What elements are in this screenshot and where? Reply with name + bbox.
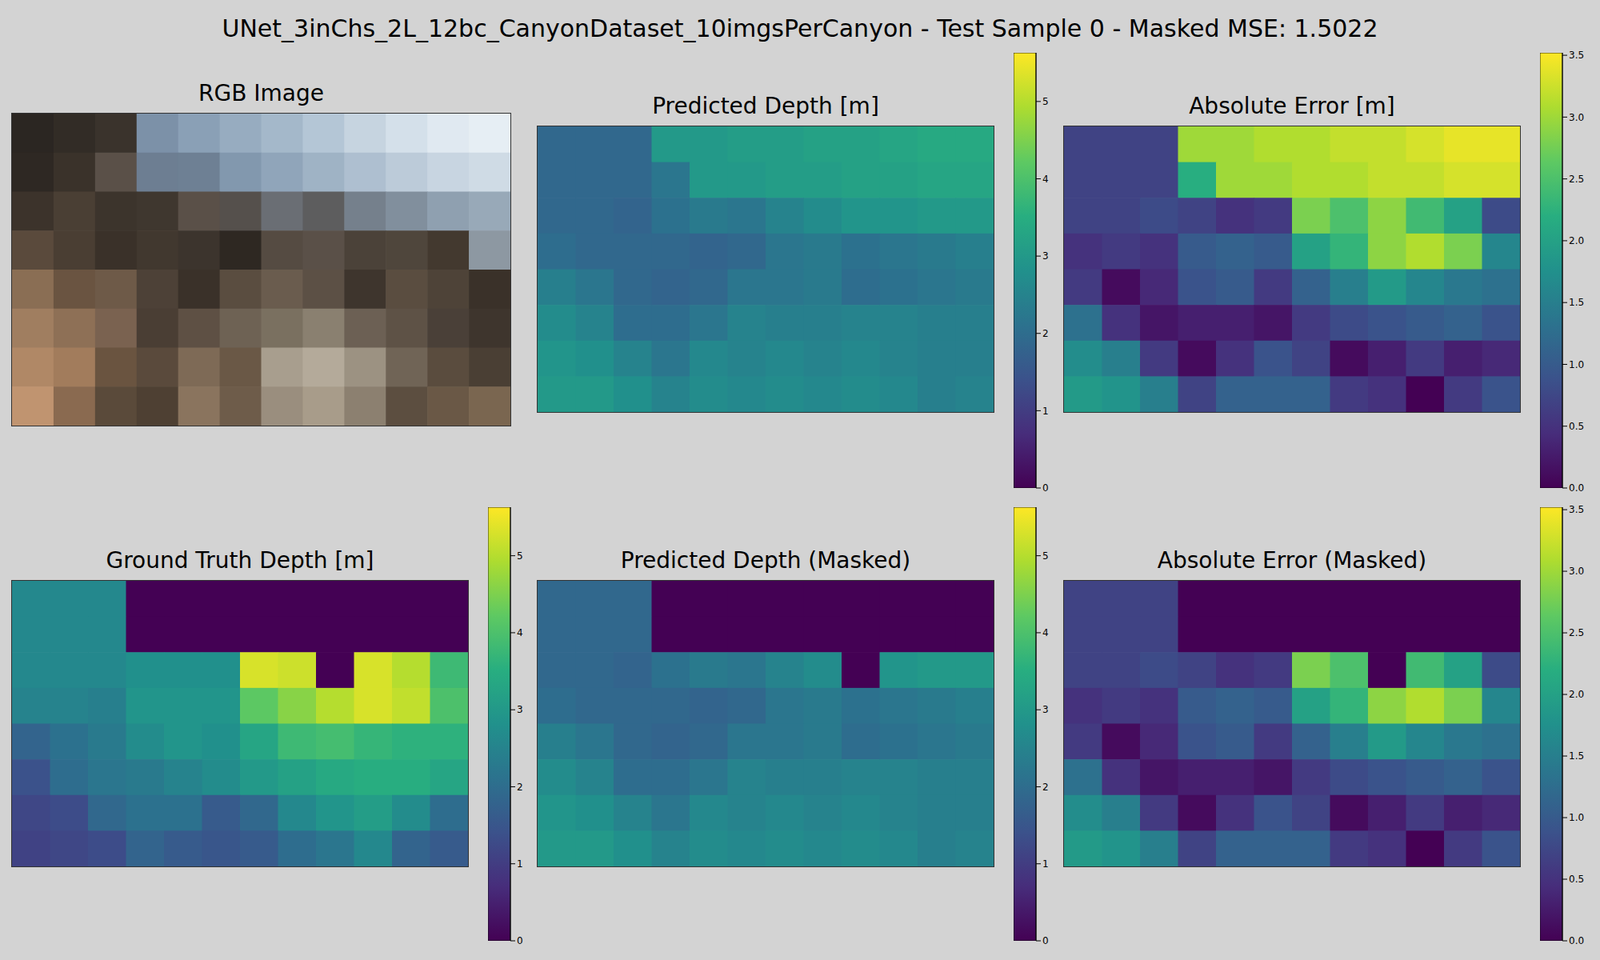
html-text:Predicted Depth [m]: Predicted Depth [m] xyxy=(652,92,880,120)
svg-text:5: 5 xyxy=(1042,550,1049,562)
svg-text:1: 1 xyxy=(516,858,524,870)
svg-text:2: 2 xyxy=(1042,781,1049,793)
svg-text:0: 0 xyxy=(516,935,524,947)
svg-text:1.5: 1.5 xyxy=(1568,750,1584,762)
svg-text:3: 3 xyxy=(1042,704,1049,716)
svg-text:2.5: 2.5 xyxy=(1568,173,1584,185)
html-text:Absolute Error [m]: Absolute Error [m] xyxy=(1188,92,1396,120)
svg-text:1.5: 1.5 xyxy=(1568,296,1584,308)
html-text:Absolute Error (Masked): Absolute Error (Masked) xyxy=(1157,547,1427,574)
svg-text:2.0: 2.0 xyxy=(1568,235,1584,247)
svg-text:4: 4 xyxy=(1042,173,1049,185)
html-text:UNet_3inChs_2L_12bc_CanyonData: UNet_3inChs_2L_12bc_CanyonDataset_10imgs… xyxy=(222,14,1378,43)
svg-text:5: 5 xyxy=(516,550,524,562)
svg-text:3: 3 xyxy=(516,704,524,716)
svg-text:0: 0 xyxy=(1042,482,1049,494)
svg-text:1: 1 xyxy=(1042,858,1049,870)
svg-text:5: 5 xyxy=(1042,96,1049,108)
html-text:Predicted Depth (Masked): Predicted Depth (Masked) xyxy=(620,547,911,574)
svg-text:0.5: 0.5 xyxy=(1568,420,1584,432)
svg-text:3.0: 3.0 xyxy=(1568,565,1584,577)
svg-text:3.0: 3.0 xyxy=(1568,112,1584,124)
svg-text:0.5: 0.5 xyxy=(1568,873,1584,885)
html-text:Ground Truth Depth [m]: Ground Truth Depth [m] xyxy=(106,547,374,574)
svg-text:4: 4 xyxy=(516,627,524,639)
svg-text:1.0: 1.0 xyxy=(1568,812,1584,824)
svg-text:4: 4 xyxy=(1042,627,1049,639)
svg-text:1.0: 1.0 xyxy=(1568,359,1584,371)
svg-text:0.0: 0.0 xyxy=(1568,935,1584,947)
svg-text:2: 2 xyxy=(516,781,524,793)
svg-text:0: 0 xyxy=(1042,935,1049,947)
svg-text:2.0: 2.0 xyxy=(1568,688,1584,700)
svg-text:3: 3 xyxy=(1042,250,1049,262)
html-text:RGB Image: RGB Image xyxy=(198,80,324,107)
svg-text:1: 1 xyxy=(1042,405,1049,417)
svg-text:3.5: 3.5 xyxy=(1568,504,1584,516)
svg-text:2: 2 xyxy=(1042,328,1049,340)
svg-text:2.5: 2.5 xyxy=(1568,627,1584,639)
svg-text:3.5: 3.5 xyxy=(1568,49,1584,61)
svg-text:0.0: 0.0 xyxy=(1568,482,1584,494)
